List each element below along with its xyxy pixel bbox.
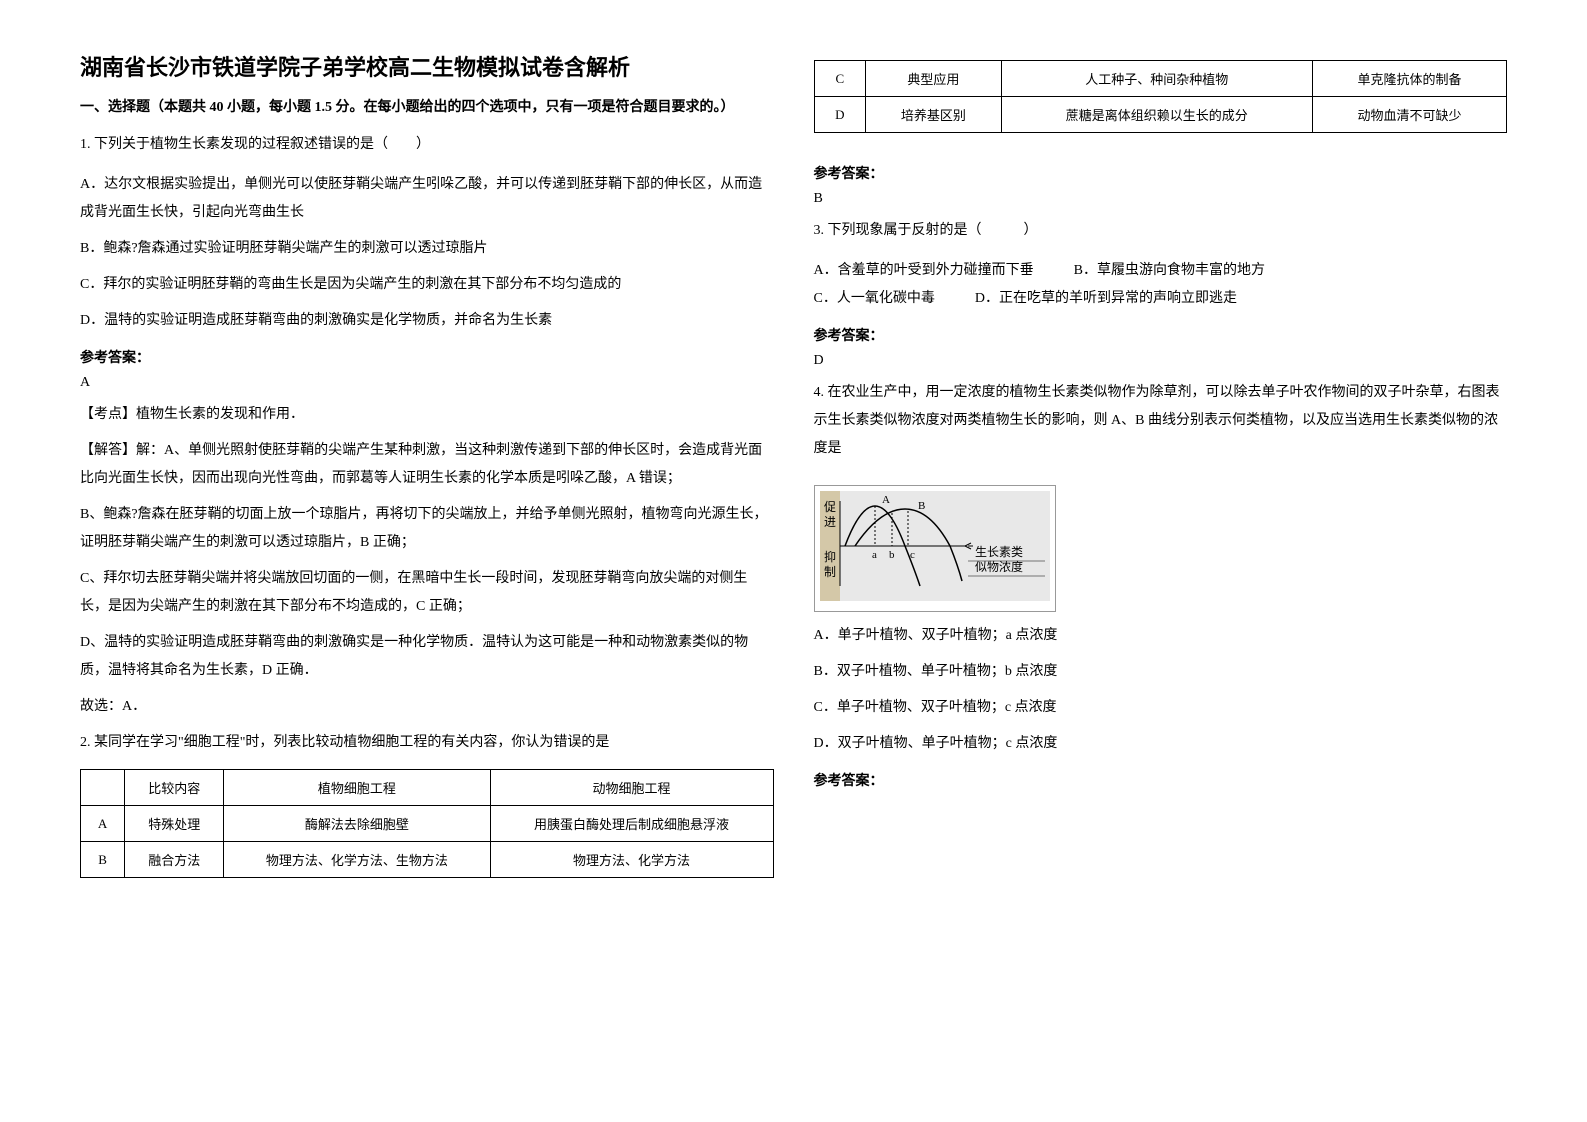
q1-stem: 1. 下列关于植物生长素发现的过程叙述错误的是（ ） [80, 131, 774, 159]
table-row: C 典型应用 人工种子、种间杂种植物 单克隆抗体的制备 [814, 61, 1507, 97]
table-cell: 典型应用 [866, 61, 1001, 97]
q1-analysis2: B、鲍森?詹森在胚芽鞘的切面上放一个琼脂片，再将切下的尖端放上，并给予单侧光照射… [80, 501, 774, 557]
left-column: 湖南省长沙市铁道学院子弟学校高二生物模拟试卷含解析 一、选择题（本题共 40 小… [60, 50, 794, 1072]
q3-answer: D [814, 353, 1508, 369]
table-cell: 物理方法、化学方法 [490, 842, 773, 878]
q1-optB: B．鲍森?詹森通过实验证明胚芽鞘尖端产生的刺激可以透过琼脂片 [80, 235, 774, 263]
table-cell: 特殊处理 [125, 806, 224, 842]
q1-optD: D．温特的实验证明造成胚芽鞘弯曲的刺激确实是化学物质，并命名为生长素 [80, 307, 774, 335]
table-row: D 培养基区别 蔗糖是离体组织赖以生长的成分 动物血清不可缺少 [814, 97, 1507, 133]
q1-point: 【考点】植物生长素的发现和作用． [80, 401, 774, 429]
table-cell: 植物细胞工程 [224, 770, 490, 806]
table-cell: 融合方法 [125, 842, 224, 878]
q4-stem: 4. 在农业生产中，用一定浓度的植物生长素类似物作为除草剂，可以除去单子叶农作物… [814, 379, 1508, 463]
table-cell: 用胰蛋白酶处理后制成细胞悬浮液 [490, 806, 773, 842]
q2-table-part2: C 典型应用 人工种子、种间杂种植物 单克隆抗体的制备 D 培养基区别 蔗糖是离… [814, 60, 1508, 133]
table-row: A 特殊处理 酶解法去除细胞壁 用胰蛋白酶处理后制成细胞悬浮液 [81, 806, 774, 842]
y-label-bottom-1: 抑 [823, 549, 835, 564]
page-title: 湖南省长沙市铁道学院子弟学校高二生物模拟试卷含解析 [80, 50, 774, 82]
table-row: B 融合方法 物理方法、化学方法、生物方法 物理方法、化学方法 [81, 842, 774, 878]
q1-conclusion: 故选：A． [80, 693, 774, 721]
curve-B-label: B [918, 500, 925, 512]
table-header-row: 比较内容 植物细胞工程 动物细胞工程 [81, 770, 774, 806]
point-c: c [910, 549, 915, 561]
table-cell: B [81, 842, 125, 878]
q4-optC: C．单子叶植物、双子叶植物；c 点浓度 [814, 694, 1508, 722]
y-label-top-1: 促 [823, 500, 835, 514]
table-cell: 培养基区别 [866, 97, 1001, 133]
growth-curve-chart: 促 进 抑 制 A B a b c 生长素类 似物浓度 [820, 491, 1050, 601]
table-cell: 单克隆抗体的制备 [1312, 61, 1506, 97]
q1-analysis3: C、拜尔切去胚芽鞘尖端并将尖端放回切面的一侧，在黑暗中生长一段时间，发现胚芽鞘弯… [80, 565, 774, 621]
table-cell: 动物血清不可缺少 [1312, 97, 1506, 133]
point-b: b [889, 549, 895, 561]
q1-optC: C．拜尔的实验证明胚芽鞘的弯曲生长是因为尖端产生的刺激在其下部分布不均匀造成的 [80, 271, 774, 299]
q3-optC: C．人一氧化碳中毒 [814, 285, 935, 313]
q1-answer-label: 参考答案： [80, 347, 774, 367]
q4-chart: 促 进 抑 制 A B a b c 生长素类 似物浓度 [814, 485, 1056, 612]
table-cell: 人工种子、种间杂种植物 [1001, 61, 1312, 97]
y-label-top-2: 进 [823, 515, 835, 529]
curve-A-label: A [882, 494, 890, 506]
point-a: a [872, 549, 877, 561]
q3-optB: B．草履虫游向食物丰富的地方 [1074, 257, 1265, 285]
q3-optD: D．正在吃草的羊听到异常的声响立即逃走 [975, 285, 1237, 313]
q1-analysis4: D、温特的实验证明造成胚芽鞘弯曲的刺激确实是一种化学物质．温特认为这可能是一种和… [80, 629, 774, 685]
x-label-1: 生长素类 [975, 545, 1023, 559]
q1-answer: A [80, 375, 774, 391]
q4-optB: B．双子叶植物、单子叶植物；b 点浓度 [814, 658, 1508, 686]
q4-optD: D．双子叶植物、单子叶植物；c 点浓度 [814, 730, 1508, 758]
y-label-bottom-2: 制 [823, 565, 835, 579]
q3-options-row2: C．人一氧化碳中毒 D．正在吃草的羊听到异常的声响立即逃走 [814, 285, 1508, 313]
q1-analysis1: 【解答】解：A、单侧光照射使胚芽鞘的尖端产生某种刺激，当这种刺激传递到下部的伸长… [80, 437, 774, 493]
table-cell: 动物细胞工程 [490, 770, 773, 806]
table-cell: C [814, 61, 866, 97]
q3-options-row1: A．含羞草的叶受到外力碰撞而下垂 B．草履虫游向食物丰富的地方 [814, 257, 1508, 285]
right-column: C 典型应用 人工种子、种间杂种植物 单克隆抗体的制备 D 培养基区别 蔗糖是离… [794, 50, 1528, 1072]
q3-stem: 3. 下列现象属于反射的是（ ） [814, 217, 1508, 245]
q3-answer-label: 参考答案： [814, 325, 1508, 345]
q2-answer-label: 参考答案： [814, 163, 1508, 183]
section-header: 一、选择题（本题共 40 小题，每小题 1.5 分。在每小题给出的四个选项中，只… [80, 97, 774, 119]
q2-table-part1: 比较内容 植物细胞工程 动物细胞工程 A 特殊处理 酶解法去除细胞壁 用胰蛋白酶… [80, 769, 774, 878]
q4-answer-label: 参考答案： [814, 770, 1508, 790]
table-cell: D [814, 97, 866, 133]
table-cell: 比较内容 [125, 770, 224, 806]
table-cell: A [81, 806, 125, 842]
q2-stem: 2. 某同学在学习"细胞工程"时，列表比较动植物细胞工程的有关内容，你认为错误的… [80, 729, 774, 757]
table-cell: 酶解法去除细胞壁 [224, 806, 490, 842]
table-cell: 蔗糖是离体组织赖以生长的成分 [1001, 97, 1312, 133]
q1-optA: A．达尔文根据实验提出，单侧光可以使胚芽鞘尖端产生吲哚乙酸，并可以传递到胚芽鞘下… [80, 171, 774, 227]
q2-answer: B [814, 191, 1508, 207]
q3-optA: A．含羞草的叶受到外力碰撞而下垂 [814, 257, 1034, 285]
table-cell [81, 770, 125, 806]
q4-optA: A．单子叶植物、双子叶植物；a 点浓度 [814, 622, 1508, 650]
table-cell: 物理方法、化学方法、生物方法 [224, 842, 490, 878]
